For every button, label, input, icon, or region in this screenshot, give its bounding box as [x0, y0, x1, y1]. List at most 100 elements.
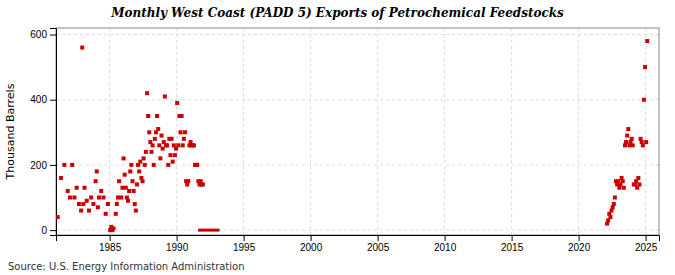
source: Source: U.S. Energy Information Administ…: [8, 261, 245, 272]
scatter-series: [56, 39, 649, 232]
point: [156, 127, 160, 131]
tick-mark: [579, 235, 580, 241]
point: [166, 163, 170, 167]
tick: 2025: [635, 235, 658, 253]
point: [171, 160, 175, 164]
tick-mark: [50, 230, 56, 231]
point: [85, 199, 89, 203]
grid-line-x: [444, 28, 445, 235]
point: [621, 179, 625, 183]
x-axis: 198519901995200020052010201520202025: [57, 235, 660, 253]
point: [127, 189, 131, 193]
tick: 2015: [501, 235, 524, 253]
point: [637, 182, 641, 186]
point: [165, 143, 169, 147]
plot: 1985199019952000200520102015202020250200…: [30, 28, 659, 253]
point: [642, 98, 646, 102]
title: Monthly West Coast (PADD 5) Exports of P…: [110, 6, 564, 20]
point: [95, 169, 99, 173]
point: [636, 176, 640, 180]
point: [643, 65, 647, 69]
tick-label: 1985: [99, 242, 122, 253]
point: [644, 140, 648, 144]
point: [70, 163, 74, 167]
point: [149, 150, 153, 154]
tick-mark: [445, 235, 446, 241]
point: [158, 156, 162, 160]
tick-label: 1995: [233, 242, 256, 253]
point: [143, 163, 147, 167]
tick: 1990: [166, 235, 189, 253]
grid-line-x: [310, 28, 311, 235]
tick-label: 2025: [635, 242, 658, 253]
point: [62, 163, 66, 167]
point: [91, 202, 95, 206]
line: [198, 229, 219, 232]
tick-mark: [311, 235, 312, 241]
point: [89, 196, 93, 200]
grid-line-x: [578, 28, 579, 235]
point: [101, 196, 105, 200]
point: [160, 134, 164, 138]
tick-label: 2020: [568, 242, 591, 253]
point: [94, 179, 98, 183]
point: [128, 169, 132, 173]
point: [59, 176, 63, 180]
point: [96, 205, 100, 209]
tick-mark: [110, 235, 111, 241]
point: [104, 212, 108, 216]
tick-label: 1990: [166, 242, 189, 253]
point: [132, 189, 136, 193]
tick-label: 0: [41, 225, 47, 236]
tick-mark: [512, 235, 513, 241]
point: [56, 215, 60, 219]
point: [147, 130, 151, 134]
tick: 2020: [568, 235, 591, 253]
grid-line-x: [645, 28, 646, 235]
point: [613, 196, 617, 200]
point: [153, 137, 157, 141]
point: [68, 196, 72, 200]
tick: 2005: [367, 235, 390, 253]
tick-label: 600: [30, 29, 47, 40]
point: [119, 196, 123, 200]
tick-mark: [646, 235, 647, 241]
point: [129, 163, 133, 167]
tick-label: 200: [30, 160, 47, 171]
point: [117, 179, 121, 183]
point: [180, 114, 184, 118]
point: [173, 153, 177, 157]
grid: [56, 28, 659, 235]
tick-mark: [378, 235, 379, 241]
tick-mark: [50, 165, 56, 166]
grid-line-y: [56, 230, 659, 231]
point: [75, 186, 79, 190]
point: [123, 173, 127, 177]
point: [142, 156, 146, 160]
point: [114, 212, 118, 216]
grid-line-x: [176, 28, 177, 235]
point: [152, 163, 156, 167]
tick-label: 2005: [367, 242, 390, 253]
tick-mark: [50, 100, 56, 101]
grid-line-x: [511, 28, 512, 235]
tick-label: 2000: [300, 242, 323, 253]
point: [97, 196, 101, 200]
point: [115, 202, 119, 206]
tick: 200: [30, 160, 56, 171]
point: [622, 186, 626, 190]
point: [146, 114, 150, 118]
point: [155, 114, 159, 118]
point: [186, 179, 190, 183]
tick: 600: [30, 29, 56, 40]
point: [612, 202, 616, 206]
point: [183, 130, 187, 134]
tick: 1995: [233, 235, 256, 253]
point: [192, 143, 196, 147]
point: [181, 143, 185, 147]
tick: 1985: [99, 235, 122, 253]
axis-line: [50, 29, 57, 236]
axis-line: [57, 236, 660, 242]
grid-line-x: [377, 28, 378, 235]
point: [106, 202, 110, 206]
